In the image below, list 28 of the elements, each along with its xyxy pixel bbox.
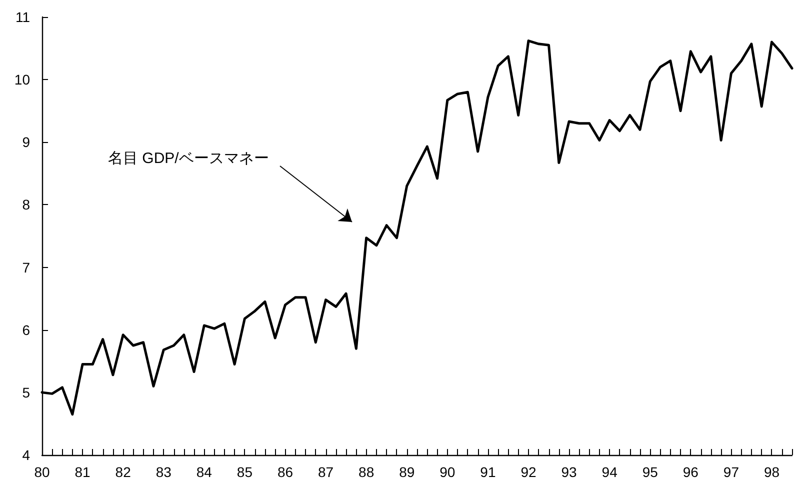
x-tick-label: 80 xyxy=(34,464,50,480)
x-tick-label: 90 xyxy=(440,464,456,480)
x-tick-label: 85 xyxy=(236,464,253,480)
x-tick-label: 98 xyxy=(764,464,780,480)
x-tick-label: 96 xyxy=(682,464,699,480)
y-tick-label: 6 xyxy=(22,322,30,338)
x-tick-label: 89 xyxy=(399,464,415,480)
y-tick-label: 10 xyxy=(14,72,30,88)
y-tick-label: 5 xyxy=(22,384,30,400)
x-tick-label: 92 xyxy=(520,464,536,480)
x-tick-label: 87 xyxy=(318,464,334,480)
x-tick-label: 95 xyxy=(642,464,658,480)
x-tick-label: 82 xyxy=(115,464,132,480)
annotation: 名目 GDP/ベースマネー xyxy=(108,150,269,167)
x-tick-label: 84 xyxy=(196,464,212,480)
x-tick-label: 81 xyxy=(74,464,91,480)
x-tick-label: 94 xyxy=(602,464,618,480)
x-tick-label: 97 xyxy=(723,464,740,480)
x-tick-label: 83 xyxy=(156,464,172,480)
y-tick-label: 8 xyxy=(22,196,30,213)
y-tick-label: 11 xyxy=(15,9,30,25)
x-tick-label: 88 xyxy=(358,464,374,480)
x-tick-label: 86 xyxy=(277,464,294,480)
x-tick-label: 93 xyxy=(561,464,578,480)
x-tick-label: 91 xyxy=(480,464,496,480)
y-tick-label: 7 xyxy=(22,259,30,276)
y-tick-label: 4 xyxy=(22,447,30,463)
y-tick-label: 9 xyxy=(22,134,30,150)
